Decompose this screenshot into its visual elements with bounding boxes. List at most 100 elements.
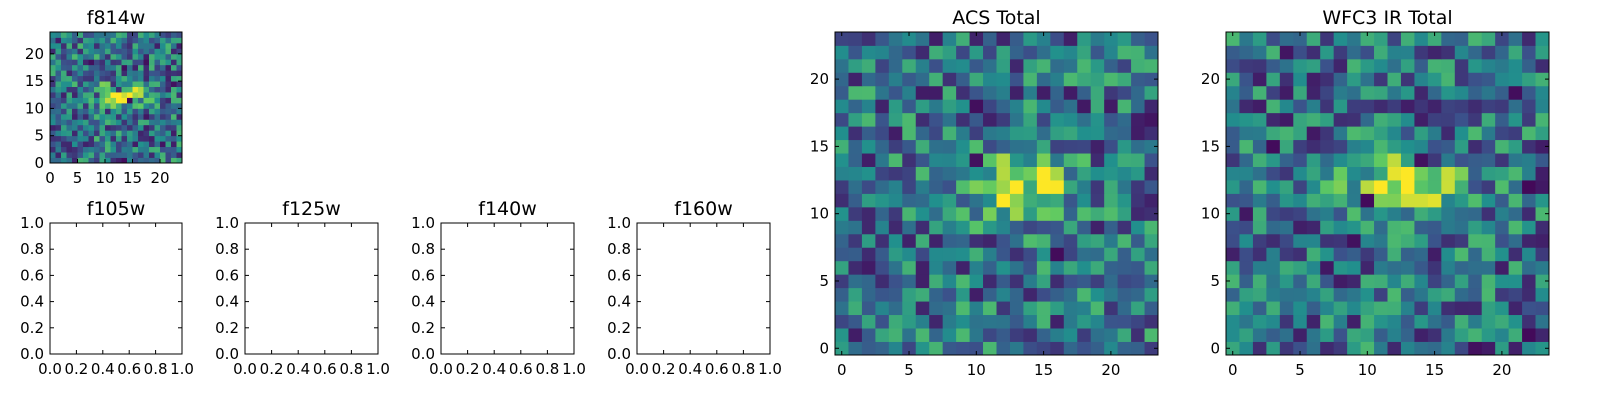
heatmap-cell bbox=[55, 81, 62, 87]
heatmap-cell bbox=[121, 70, 128, 77]
heatmap-cell bbox=[1374, 85, 1388, 100]
heatmap-cell bbox=[121, 37, 128, 44]
heatmap-cell bbox=[105, 75, 111, 82]
heatmap-cell bbox=[99, 42, 106, 49]
heatmap-cell bbox=[1508, 206, 1523, 221]
y-tick-label: 0.4 bbox=[411, 293, 435, 311]
heatmap-cell bbox=[176, 32, 183, 38]
heatmap-cell bbox=[1023, 153, 1038, 167]
heatmap-cell bbox=[983, 287, 997, 302]
heatmap-cell bbox=[1104, 126, 1119, 141]
heatmap-cell bbox=[1077, 247, 1092, 262]
heatmap-cell bbox=[1427, 301, 1442, 316]
heatmap-cell bbox=[1387, 32, 1402, 46]
heatmap-cell bbox=[88, 37, 95, 44]
heatmap-cell bbox=[1387, 260, 1402, 275]
heatmap-cell bbox=[1414, 99, 1429, 114]
heatmap-cell bbox=[969, 206, 984, 221]
heatmap-image bbox=[50, 32, 183, 164]
heatmap-cell bbox=[1333, 180, 1348, 194]
heatmap-cell bbox=[1266, 314, 1281, 329]
heatmap-cell bbox=[88, 130, 95, 137]
heatmap-cell bbox=[1347, 99, 1361, 114]
heatmap-cell bbox=[160, 124, 166, 131]
heatmap-cell bbox=[154, 75, 161, 82]
heatmap-cell bbox=[1508, 99, 1523, 114]
heatmap-cell bbox=[138, 119, 144, 126]
heatmap-cell bbox=[55, 75, 62, 82]
heatmap-cell bbox=[143, 92, 150, 98]
heatmap-cell bbox=[1535, 126, 1550, 141]
heatmap-cell bbox=[1508, 274, 1523, 289]
heatmap-cell bbox=[929, 126, 944, 141]
heatmap-cell bbox=[83, 152, 89, 158]
heatmap-cell bbox=[121, 130, 128, 137]
heatmap-cell bbox=[1293, 341, 1308, 356]
heatmap-cell bbox=[1414, 260, 1429, 275]
heatmap-cell bbox=[1306, 99, 1321, 114]
heatmap-cell bbox=[1090, 58, 1105, 73]
heatmap-cell bbox=[1468, 112, 1483, 127]
heatmap-cell bbox=[1239, 72, 1254, 87]
x-tick-label: 0.4 bbox=[91, 360, 115, 378]
heatmap-cell bbox=[105, 59, 111, 66]
heatmap-cell bbox=[915, 112, 930, 127]
heatmap-cell bbox=[1117, 180, 1132, 194]
heatmap-cell bbox=[105, 97, 111, 104]
heatmap-cell bbox=[1508, 233, 1523, 248]
heatmap-cell bbox=[116, 59, 122, 66]
heatmap-cell bbox=[1239, 166, 1254, 181]
heatmap-cell bbox=[121, 92, 128, 98]
heatmap-cell bbox=[1293, 287, 1308, 302]
heatmap-cell bbox=[149, 86, 155, 93]
heatmap-cell bbox=[1387, 220, 1402, 235]
heatmap-cell bbox=[171, 70, 177, 77]
heatmap-cell bbox=[94, 152, 100, 158]
heatmap-cell bbox=[1144, 85, 1159, 100]
heatmap-cell bbox=[121, 48, 128, 55]
heatmap-cell bbox=[72, 32, 78, 38]
heatmap-cell bbox=[1131, 99, 1145, 114]
heatmap-cell bbox=[983, 260, 997, 275]
heatmap-cell bbox=[94, 157, 100, 164]
heatmap-cell bbox=[138, 157, 144, 164]
heatmap-cell bbox=[861, 139, 876, 154]
heatmap-cell bbox=[1400, 126, 1415, 141]
heatmap-cell bbox=[105, 37, 111, 44]
heatmap-cell bbox=[72, 152, 78, 158]
heatmap-cell bbox=[1320, 58, 1335, 73]
heatmap-cell bbox=[1508, 32, 1523, 46]
heatmap-cell bbox=[1009, 112, 1024, 127]
heatmap-cell bbox=[1306, 139, 1321, 154]
heatmap-cell bbox=[1036, 45, 1051, 60]
heatmap-cell bbox=[127, 64, 133, 71]
heatmap-cell bbox=[956, 233, 970, 248]
heatmap-cell bbox=[1023, 220, 1038, 235]
heatmap-cell bbox=[83, 59, 89, 66]
heatmap-cell bbox=[1414, 314, 1429, 329]
heatmap-cell bbox=[99, 53, 106, 60]
heatmap-cell bbox=[176, 113, 183, 120]
heatmap-cell bbox=[66, 157, 73, 164]
heatmap-cell bbox=[149, 48, 155, 55]
heatmap-cell bbox=[1266, 247, 1281, 262]
heatmap-cell bbox=[996, 220, 1011, 235]
heatmap-cell bbox=[88, 135, 95, 142]
heatmap-cell bbox=[116, 64, 122, 71]
heatmap-cell bbox=[1347, 166, 1361, 181]
heatmap-cell bbox=[902, 99, 917, 114]
heatmap-cell bbox=[1427, 166, 1442, 181]
heatmap-cell bbox=[1252, 233, 1267, 248]
heatmap-cell bbox=[1347, 85, 1361, 100]
y-tick-label: 0 bbox=[34, 154, 44, 172]
heatmap-cell bbox=[1333, 341, 1348, 356]
heatmap-cell bbox=[902, 328, 917, 342]
heatmap-cell bbox=[956, 247, 970, 262]
heatmap-cell bbox=[861, 153, 876, 167]
heatmap-cell bbox=[848, 206, 863, 221]
heatmap-cell bbox=[1374, 328, 1388, 342]
heatmap-cell bbox=[1387, 58, 1402, 73]
x-tick-label: 0.4 bbox=[482, 360, 506, 378]
heatmap-cell bbox=[1009, 139, 1024, 154]
